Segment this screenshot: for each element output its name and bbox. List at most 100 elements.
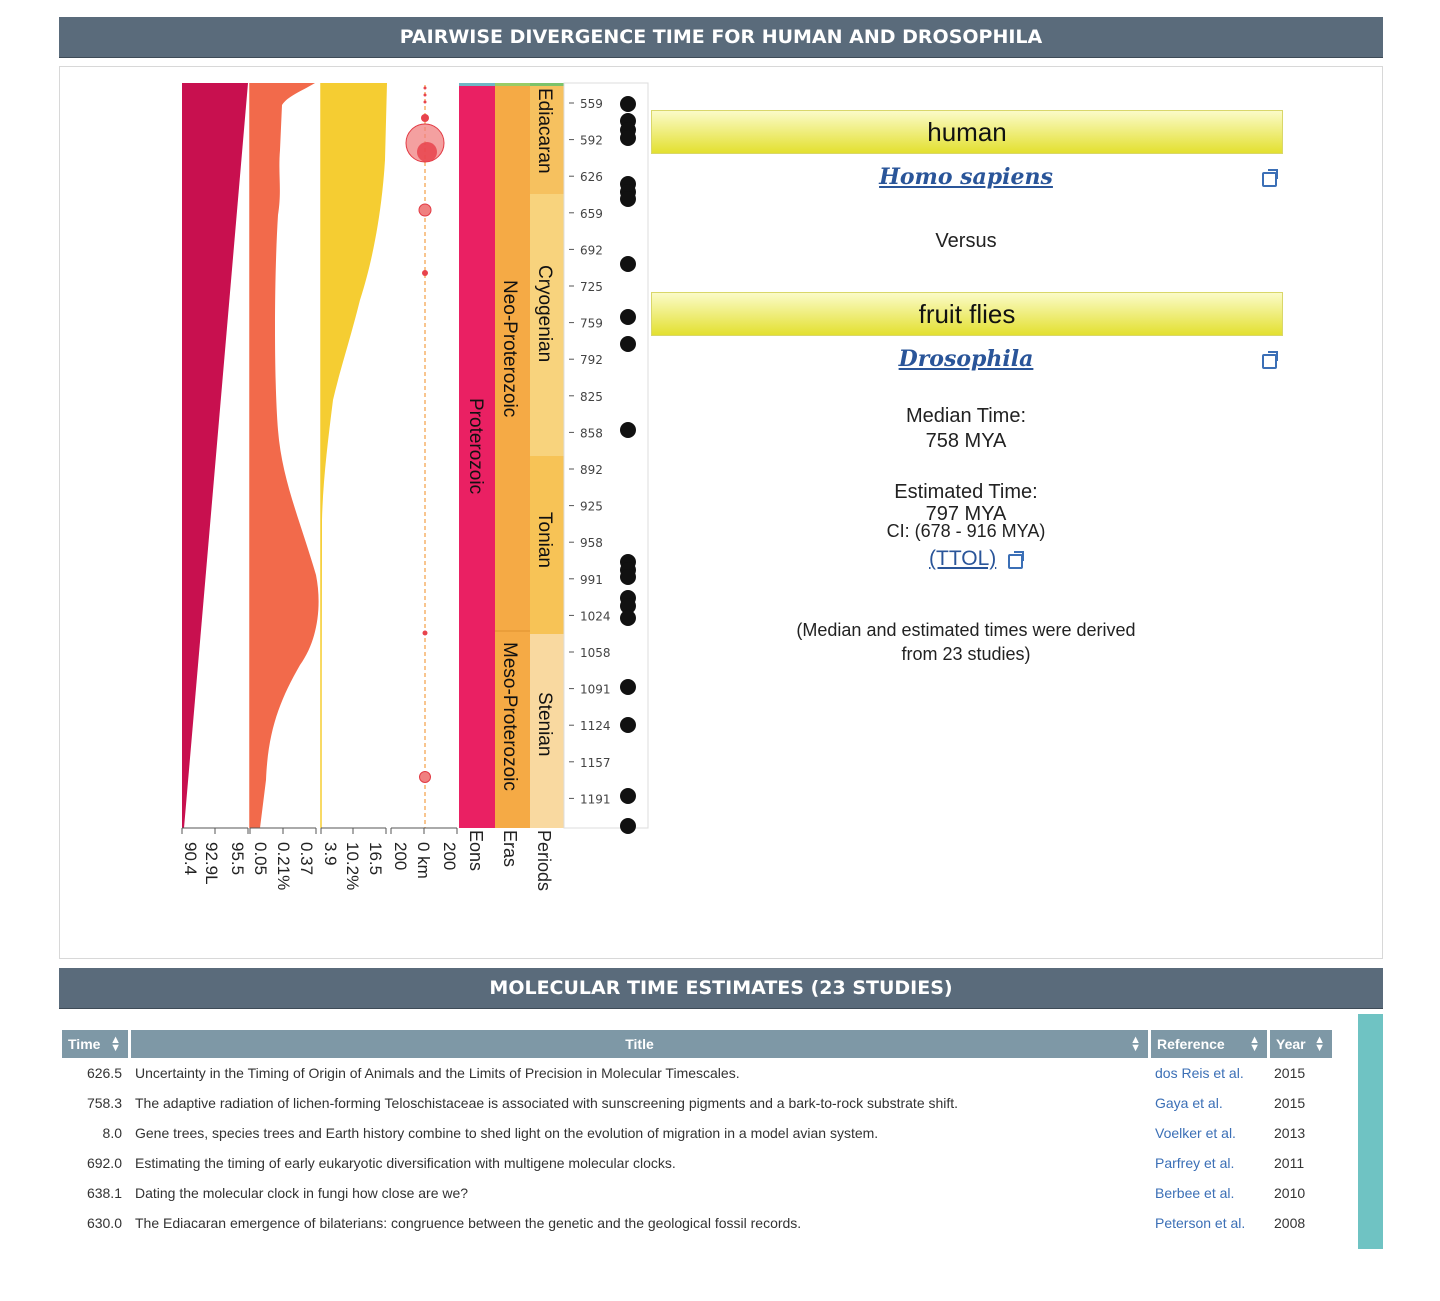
co2-axis-label: 90.4 bbox=[181, 842, 200, 875]
table-cell-title: The adaptive radiation of lichen-forming… bbox=[135, 1095, 959, 1111]
studies-table: Time ▲ ▼ Title ▲ ▼ Reference ▲ ▼ Year ▲ ▼ 626.5 U… bbox=[59, 1030, 1335, 1238]
table-cell-reference[interactable]: Peterson et al. bbox=[1155, 1215, 1246, 1231]
table-cell-year: 2013 bbox=[1274, 1125, 1306, 1141]
time-tick-label: 626 bbox=[580, 170, 603, 184]
impact-axis-label: 200 bbox=[440, 842, 459, 870]
column-header-year[interactable]: Year ▲ ▼ bbox=[1270, 1030, 1332, 1058]
divergence-panel bbox=[59, 66, 1383, 959]
sort-arrows-icon[interactable]: ▲ ▼ bbox=[1249, 1034, 1260, 1054]
period-label: Tonian bbox=[534, 512, 555, 568]
table-cell-time: 630.0 bbox=[86, 1215, 122, 1231]
study-time-dot[interactable] bbox=[620, 96, 636, 112]
table-row[interactable]: 692.0 Estimating the timing of early euka… bbox=[62, 1148, 1332, 1178]
impact-axis-label: 200 bbox=[391, 842, 410, 870]
period-band-stenian bbox=[530, 634, 564, 828]
impact-dot bbox=[423, 86, 427, 90]
impact-dot bbox=[423, 93, 427, 97]
study-time-dot[interactable] bbox=[620, 191, 636, 207]
oxygen-axis-label: 0.37 bbox=[297, 842, 316, 875]
impact-dot bbox=[422, 270, 428, 276]
table-row[interactable]: 8.0 Gene trees, species trees and Earth h… bbox=[62, 1118, 1332, 1148]
sort-arrows-icon[interactable]: ▲ ▼ bbox=[110, 1034, 121, 1054]
taxon-a-scientific-link[interactable]: Homo sapiens bbox=[879, 164, 1053, 190]
time-tick-label: 1024 bbox=[580, 609, 611, 623]
table-cell-title: Estimating the timing of early eukaryoti… bbox=[135, 1155, 676, 1171]
impact-dot bbox=[423, 100, 427, 104]
impact-marker bbox=[417, 142, 437, 162]
table-cell-reference[interactable]: Berbee et al. bbox=[1155, 1185, 1235, 1201]
median-time-value: 758 MYA bbox=[925, 430, 1007, 452]
table-row[interactable]: 758.3 The adaptive radiation of lichen-fo… bbox=[62, 1088, 1332, 1118]
period-label: Ediacaran bbox=[534, 88, 555, 174]
study-time-dot[interactable] bbox=[620, 788, 636, 804]
oxygen-axis-label: 0.05 bbox=[251, 842, 270, 875]
solar-axis-label: 3.9 bbox=[321, 842, 340, 866]
time-tick-label: 1058 bbox=[580, 646, 611, 660]
taxon-b-scientific-link[interactable]: Drosophila bbox=[898, 346, 1034, 372]
table-cell-reference[interactable]: dos Reis et al. bbox=[1155, 1065, 1244, 1081]
external-link-icon[interactable] bbox=[1008, 551, 1024, 569]
table-cell-title: The Ediacaran emergence of bilaterians: … bbox=[135, 1215, 802, 1231]
column-header-time[interactable]: Time ▲ ▼ bbox=[62, 1030, 128, 1058]
study-time-dot[interactable] bbox=[620, 610, 636, 626]
table-scrollbar[interactable] bbox=[1358, 1014, 1383, 1249]
period-band-tonian bbox=[530, 456, 564, 634]
timescale-box bbox=[563, 82, 649, 829]
table-cell-title: Gene trees, species trees and Earth hist… bbox=[135, 1125, 879, 1141]
study-time-dot[interactable] bbox=[620, 598, 636, 614]
column-header-title[interactable]: Title ▲ ▼ bbox=[131, 1030, 1148, 1058]
impact-axis-label: 0 km bbox=[414, 842, 433, 879]
solar-axis-label: 16.5 bbox=[366, 842, 385, 875]
impact-marker bbox=[419, 771, 431, 783]
geologic-timeline: Proterozoic Neo-Proterozoic Meso-Protero… bbox=[181, 82, 649, 891]
co2-axis-label: 95.5 bbox=[228, 842, 247, 875]
solar-curve bbox=[321, 83, 387, 828]
co2-axis-label: 92.9L bbox=[202, 842, 221, 885]
study-time-dot[interactable] bbox=[620, 309, 636, 325]
time-tick-label: 858 bbox=[580, 426, 603, 440]
study-time-dot[interactable] bbox=[620, 422, 636, 438]
study-time-dot[interactable] bbox=[620, 818, 636, 834]
table-cell-time: 626.5 bbox=[86, 1065, 122, 1081]
period-label: Stenian bbox=[534, 692, 555, 756]
study-time-dot[interactable] bbox=[620, 336, 636, 352]
table-cell-reference[interactable]: Voelker et al. bbox=[1155, 1125, 1236, 1141]
table-row[interactable]: 638.1 Dating the molecular clock in fungi… bbox=[62, 1178, 1332, 1208]
table-row[interactable]: 626.5 Uncertainty in the Timing of Origin… bbox=[62, 1058, 1332, 1088]
era-label: Neo-Proterozoic bbox=[499, 280, 520, 417]
table-cell-time: 758.3 bbox=[86, 1095, 122, 1111]
table-cell-year: 2015 bbox=[1274, 1095, 1306, 1111]
sort-arrows-icon[interactable]: ▲ ▼ bbox=[1130, 1034, 1141, 1054]
study-time-dot[interactable] bbox=[620, 679, 636, 695]
impact-dot bbox=[421, 114, 429, 122]
studies-table-container: Time ▲ ▼ Title ▲ ▼ Reference ▲ ▼ Year ▲ ▼ 626.5 U… bbox=[59, 1030, 1335, 1238]
ttol-link[interactable]: (TTOL) bbox=[929, 547, 997, 570]
eons-axis-label: Eons bbox=[466, 830, 486, 871]
time-tick-label: 1124 bbox=[580, 719, 611, 733]
sort-arrows-icon[interactable]: ▲ ▼ bbox=[1314, 1034, 1325, 1054]
era-label: Meso-Proterozoic bbox=[499, 642, 520, 791]
table-cell-reference[interactable]: Parfrey et al. bbox=[1155, 1155, 1235, 1171]
table-cell-year: 2010 bbox=[1274, 1185, 1306, 1201]
study-time-dot[interactable] bbox=[620, 130, 636, 146]
taxon-b-common-name: fruit flies bbox=[651, 292, 1283, 336]
study-time-dot[interactable] bbox=[620, 717, 636, 733]
external-link-icon[interactable] bbox=[1262, 351, 1278, 369]
table-cell-year: 2015 bbox=[1274, 1065, 1306, 1081]
table-cell-time: 638.1 bbox=[86, 1185, 122, 1201]
table-cell-reference[interactable]: Gaya et al. bbox=[1155, 1095, 1223, 1111]
divergence-section-header: PAIRWISE DIVERGENCE TIME FOR HUMAN AND D… bbox=[59, 17, 1383, 58]
estimated-time-value: 797 MYA bbox=[925, 503, 1007, 525]
external-link-icon[interactable] bbox=[1262, 169, 1278, 187]
column-header-reference[interactable]: Reference ▲ ▼ bbox=[1151, 1030, 1267, 1058]
oxygen-curve bbox=[250, 83, 319, 828]
time-tick-label: 1191 bbox=[580, 792, 611, 806]
derivation-note: from 23 studies) bbox=[901, 644, 1031, 664]
eon-band-proterozoic bbox=[459, 86, 495, 828]
table-cell-title: Dating the molecular clock in fungi how … bbox=[135, 1185, 469, 1201]
period-band-cryogenian bbox=[530, 194, 564, 456]
study-time-dot[interactable] bbox=[620, 256, 636, 272]
time-tick-label: 725 bbox=[580, 280, 603, 294]
table-row[interactable]: 630.0 The Ediacaran emergence of bilateri… bbox=[62, 1208, 1332, 1238]
study-time-dot[interactable] bbox=[620, 569, 636, 585]
